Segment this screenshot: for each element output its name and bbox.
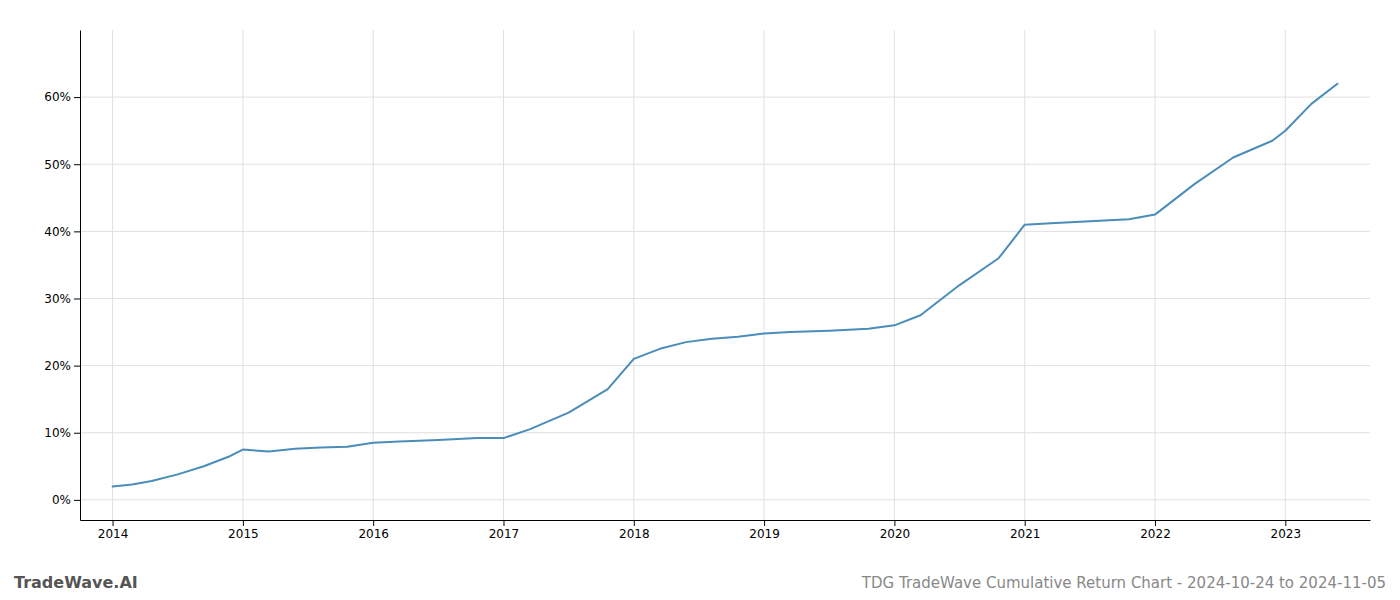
y-axis: 0% 10% 20% 30% 40% 50% 60% <box>44 31 80 521</box>
tick-label: 2022 <box>1140 527 1171 541</box>
line <box>113 84 1338 487</box>
grid-line-x <box>1024 30 1025 520</box>
plot: 2014 2015 2016 2017 2018 2019 2020 2021 2022 2023… <box>44 30 1370 541</box>
grid-line-y <box>80 164 1370 165</box>
tick-mark <box>634 520 635 526</box>
grid-line-y <box>80 499 1370 500</box>
grid-line-y <box>80 365 1370 366</box>
tick-label: 2014 <box>98 527 129 541</box>
tick-mark <box>74 164 80 165</box>
grid-line-x <box>373 30 374 520</box>
tick-mark <box>74 433 80 434</box>
tick: 20% <box>44 359 80 373</box>
tick-mark <box>1285 520 1286 526</box>
tick-label: 2015 <box>228 527 259 541</box>
tick-label: 2019 <box>749 527 780 541</box>
tick-mark <box>503 520 504 526</box>
tick-label: 60% <box>44 90 71 104</box>
grid-line-y <box>80 298 1370 299</box>
tick: 40% <box>44 225 80 239</box>
grid-line-y <box>80 432 1370 433</box>
tick: 50% <box>44 158 80 172</box>
tick: 0% <box>52 493 80 507</box>
tick-mark <box>1025 520 1026 526</box>
grid-line-x <box>503 30 504 520</box>
tick-mark <box>74 298 80 299</box>
tick-label: 2018 <box>619 527 650 541</box>
tick-label: 2017 <box>489 527 520 541</box>
tick-mark <box>74 366 80 367</box>
tick-label: 40% <box>44 225 71 239</box>
tick: 10% <box>44 426 80 440</box>
tick: 2023 <box>1271 520 1302 541</box>
tick-label: 2016 <box>358 527 389 541</box>
grid-line-y <box>80 231 1370 232</box>
tick: 2019 <box>749 520 780 541</box>
chart: 2014 2015 2016 2017 2018 2019 2020 2021 2022 2023… <box>0 0 1400 600</box>
grid-line-x <box>1155 30 1156 520</box>
tick: 2022 <box>1140 520 1171 541</box>
grid-line-y <box>80 97 1370 98</box>
grid-line-x <box>764 30 765 520</box>
tick: 2018 <box>619 520 650 541</box>
x-axis: 2014 2015 2016 2017 2018 2019 2020 2021 2022 2023 <box>81 520 1371 541</box>
watermark: TradeWave.AI <box>14 573 138 592</box>
tick-mark <box>74 231 80 232</box>
tick: 60% <box>44 90 80 104</box>
tick-mark <box>373 520 374 526</box>
tick-mark <box>1155 520 1156 526</box>
tick-label: 50% <box>44 158 71 172</box>
tick-label: 2021 <box>1010 527 1041 541</box>
tick-label: 20% <box>44 359 71 373</box>
tick-mark <box>894 520 895 526</box>
title: TDG TradeWave Cumulative Return Chart - … <box>861 574 1386 592</box>
tick-mark <box>764 520 765 526</box>
tick: 30% <box>44 292 80 306</box>
grid-line-x <box>112 30 113 520</box>
axis-line <box>81 520 1371 521</box>
grid-line-x <box>242 30 243 520</box>
tick: 2021 <box>1010 520 1041 541</box>
grid-line-x <box>633 30 634 520</box>
tick-mark <box>74 97 80 98</box>
tick-label: 0% <box>52 493 71 507</box>
tick: 2016 <box>358 520 389 541</box>
grid <box>80 30 1370 520</box>
tick: 2017 <box>489 520 520 541</box>
tick-mark <box>74 500 80 501</box>
tick-mark <box>113 520 114 526</box>
tick: 2014 <box>98 520 129 541</box>
grid-line-x <box>894 30 895 520</box>
marks <box>113 84 1338 487</box>
tick: 2020 <box>880 520 911 541</box>
tick-label: 2023 <box>1271 527 1302 541</box>
tick: 2015 <box>228 520 259 541</box>
tick-label: 2020 <box>880 527 911 541</box>
tick-label: 30% <box>44 292 71 306</box>
grid-line-x <box>1285 30 1286 520</box>
tick-mark <box>243 520 244 526</box>
tick-label: 10% <box>44 426 71 440</box>
axis-line <box>80 31 81 521</box>
